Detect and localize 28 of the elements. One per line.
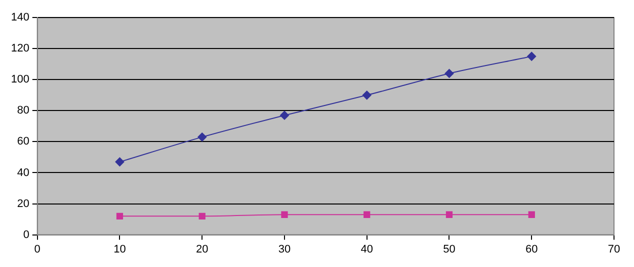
x-tick-label: 20	[196, 243, 208, 256]
point	[364, 211, 370, 218]
point	[116, 212, 124, 220]
y-tick-label: 60	[17, 136, 30, 148]
point	[527, 52, 536, 61]
point	[444, 68, 454, 78]
y-tick-label: 80	[17, 104, 30, 117]
y-tick-label: 20	[17, 198, 30, 210]
x-tick-label: 60	[525, 243, 538, 256]
y-tick-label: 40	[17, 166, 30, 179]
point	[280, 110, 289, 120]
x-tick-label: 70	[608, 243, 620, 256]
y-tick-label: 100	[10, 74, 30, 86]
point	[198, 212, 206, 220]
x-tick-label: 10	[114, 243, 126, 256]
y-tick-label: 0	[23, 228, 30, 241]
y-tick-label: 120	[10, 42, 30, 55]
point	[362, 90, 372, 100]
point	[281, 211, 288, 218]
x-tick-label: 0	[34, 243, 40, 256]
x-tick-label: 30	[278, 243, 291, 256]
y-tick-label: 140	[10, 12, 30, 24]
x-tick-label: 40	[360, 243, 373, 256]
x-tick-label: 50	[443, 243, 456, 256]
point	[198, 132, 207, 142]
point	[446, 211, 453, 218]
point	[115, 157, 124, 166]
point	[528, 211, 535, 218]
